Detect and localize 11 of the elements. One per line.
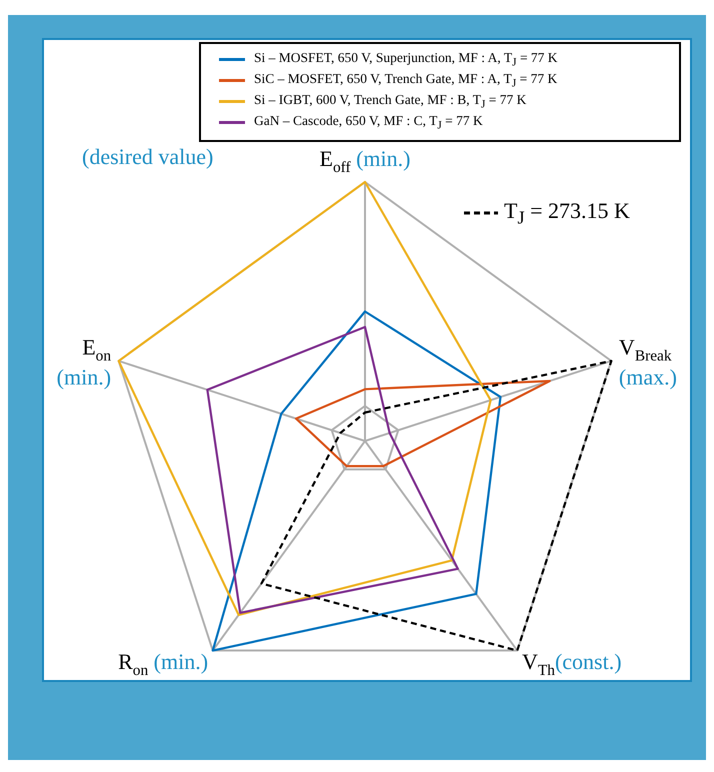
legend-label: GaN – Cascode, 650 V, MF : C, T$_{J}$ = 77 K (254, 113, 483, 132)
legend-label: Si – IGBT, 600 V, Trench Gate, MF : B, T$_{J}$ = 77 K (254, 92, 526, 111)
spoke-label: V$_{Th}$(const.) (522, 649, 622, 680)
legend-label: SiC – MOSFET, 650 V, Trench Gate, MF : A, T$_{J}$ = 77 K (254, 71, 558, 90)
legend-label: T$_{J}$ = 273.15 K (504, 198, 630, 228)
spoke-label: E$_{on}$ (min.) (56, 334, 112, 390)
spoke-label: V$_{Break}$ (max.) (618, 334, 677, 390)
text: (desired value) (82, 144, 214, 170)
spoke-label: E$_{off}$ (min.) (319, 146, 411, 176)
spoke-label: R$_{on}$ (min.) (118, 649, 208, 680)
legend-label: Si – MOSFET, 650 V, Superjunction, MF : A, T$_{J}$ = 77 K (254, 50, 558, 69)
